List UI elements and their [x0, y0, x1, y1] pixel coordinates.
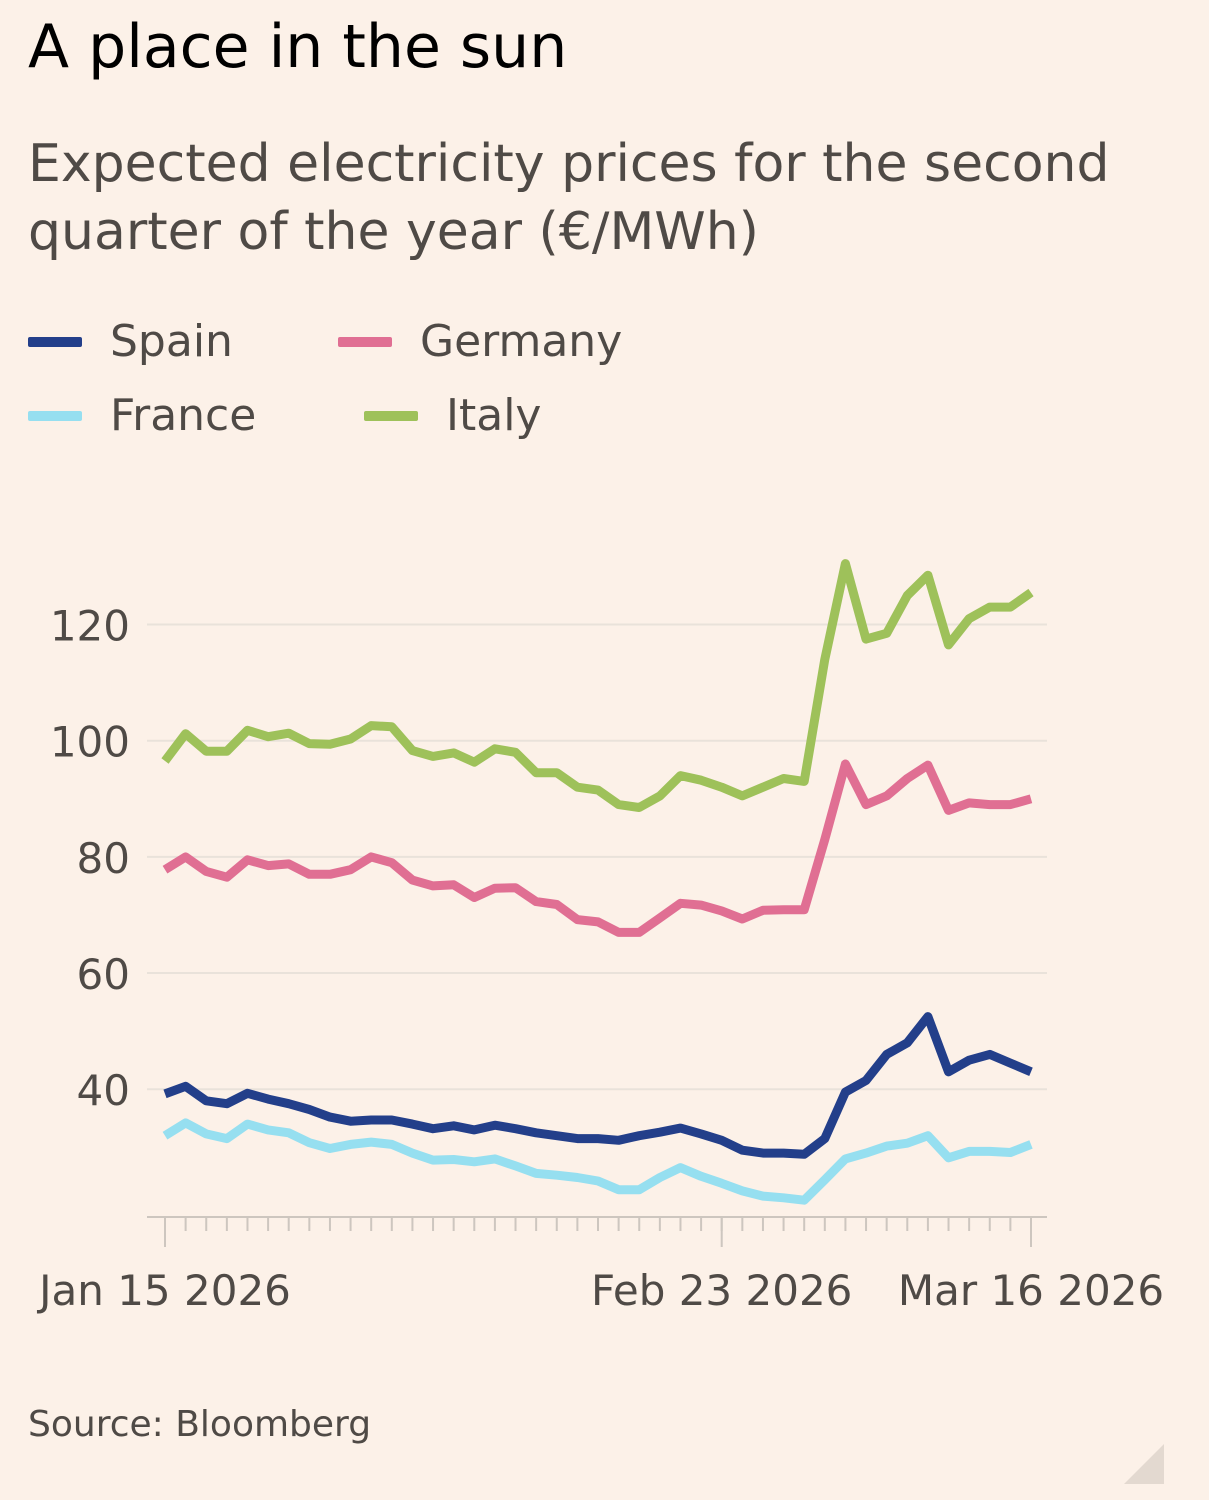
y-tick-label-80: 80: [77, 834, 130, 883]
source-note: Source: Bloomberg: [28, 1404, 372, 1445]
chart-title: A place in the sun: [28, 12, 568, 82]
series-line-france: [162, 1118, 1033, 1205]
legend-item-spain: Spain: [28, 316, 233, 367]
legend-label-germany: Germany: [420, 316, 623, 367]
series-line-italy: [161, 559, 1034, 812]
legend-label-italy: Italy: [446, 390, 542, 441]
legend-label-spain: Spain: [110, 316, 233, 367]
legend-item-italy: Italy: [364, 390, 541, 441]
y-tick-label-120: 120: [50, 602, 130, 651]
series-line-germany: [162, 759, 1033, 937]
x-tick-label-1: Feb 23 2026: [591, 1266, 852, 1315]
legend-label-france: France: [110, 390, 257, 441]
legend-swatch-germany: [338, 336, 392, 347]
legend-swatch-italy: [364, 410, 418, 421]
chart-subtitle: Expected electricity prices for the seco…: [28, 134, 1110, 262]
x-tick-label-0: Jan 15 2026: [36, 1266, 291, 1315]
x-tick-label-2: Mar 16 2026: [898, 1266, 1164, 1315]
legend-item-france: France: [28, 390, 256, 441]
series-line-spain: [163, 1012, 1033, 1159]
y-tick-label-60: 60: [77, 950, 130, 999]
corner-resize-icon: [1124, 1444, 1164, 1484]
y-tick-label-40: 40: [77, 1066, 130, 1115]
line-chart: 40 60 80 100 120 Jan 15 2026 Feb 23 2026 Mar 16…: [36, 559, 1164, 1315]
legend-swatch-france: [28, 410, 82, 421]
y-tick-label-100: 100: [50, 718, 130, 767]
legend-swatch-spain: [28, 336, 82, 347]
legend-item-germany: Germany: [338, 316, 622, 367]
